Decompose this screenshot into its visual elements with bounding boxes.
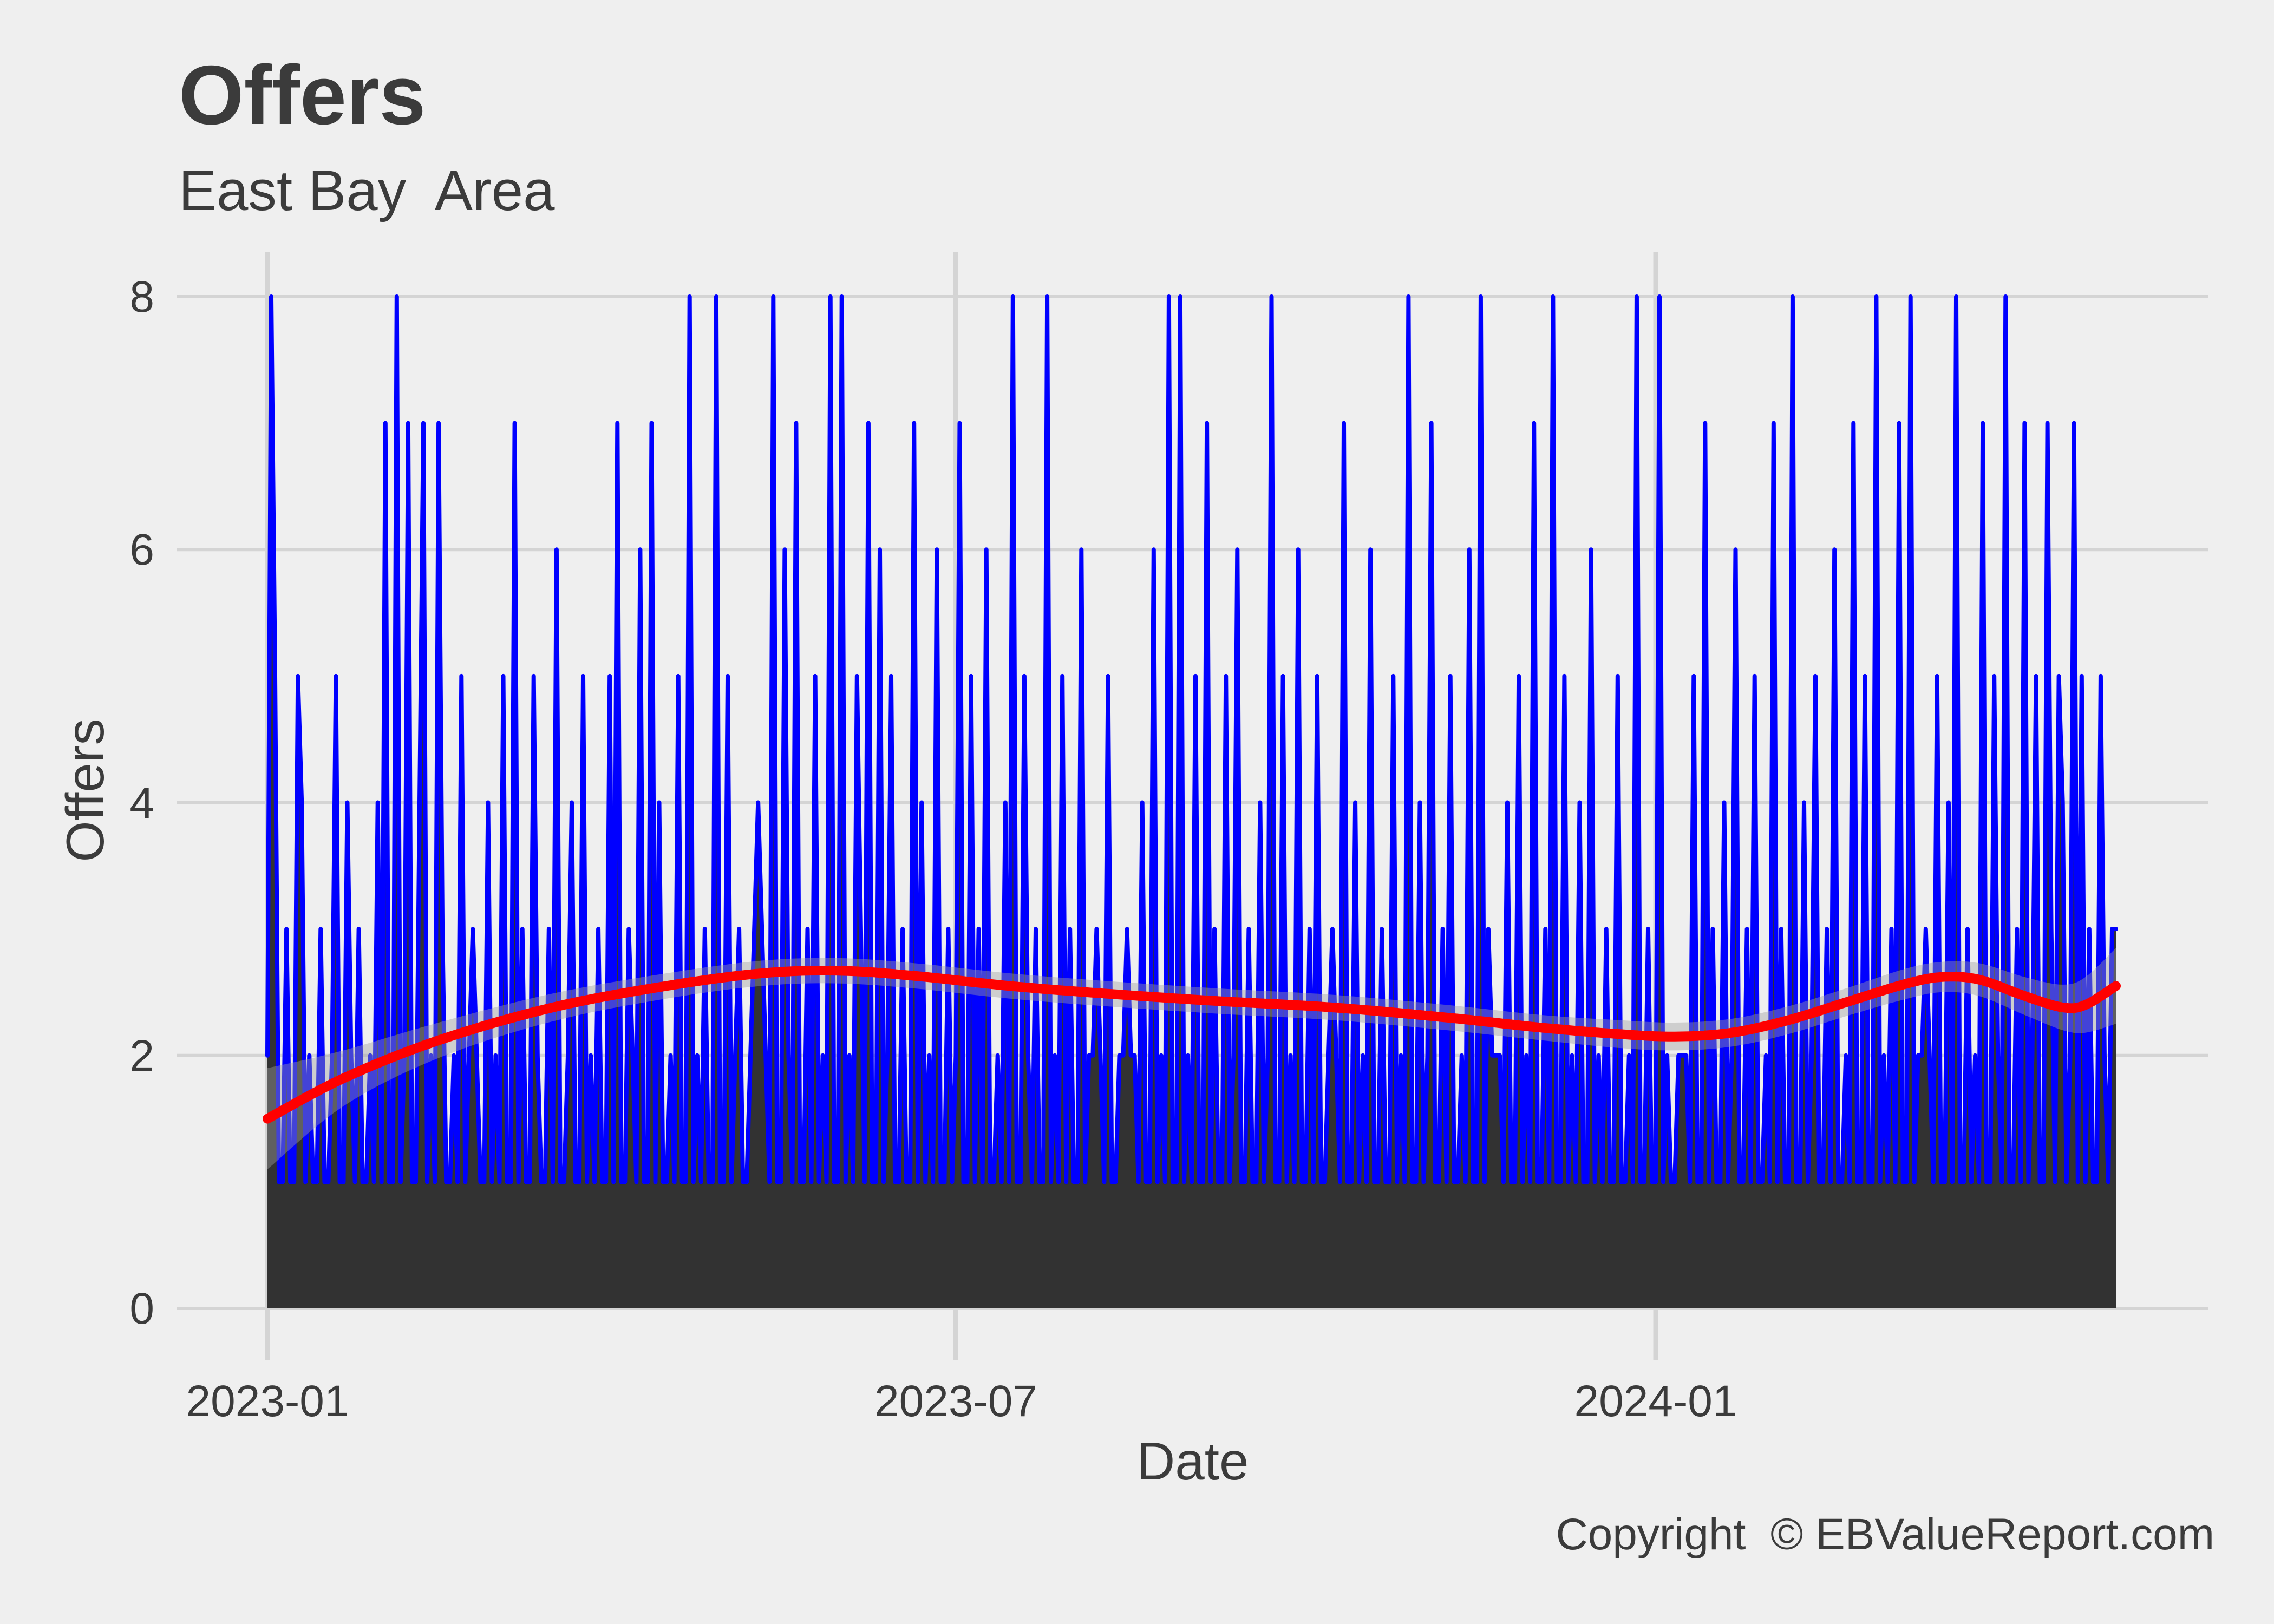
y-tick-label: 8: [0, 275, 154, 319]
y-tick-label: 2: [0, 1034, 154, 1078]
x-tick-label: 2024-01: [1574, 1379, 1737, 1424]
copyright-note: Copyright © EBValueReport.com: [1556, 1512, 2214, 1557]
x-axis-title: Date: [1136, 1435, 1249, 1488]
daily-offers-line: [267, 297, 2116, 1182]
chart-title: Offers: [179, 53, 426, 137]
y-tick-label: 4: [0, 781, 154, 826]
y-tick-label: 0: [0, 1287, 154, 1331]
y-tick-label: 6: [0, 528, 154, 572]
x-tick-label: 2023-01: [186, 1379, 349, 1424]
offers-chart-figure: { "title": "Offers", "subtitle": "East B…: [0, 0, 2274, 1624]
x-tick-label: 2023-07: [874, 1379, 1037, 1424]
chart-subtitle: East Bay Area: [179, 162, 555, 219]
